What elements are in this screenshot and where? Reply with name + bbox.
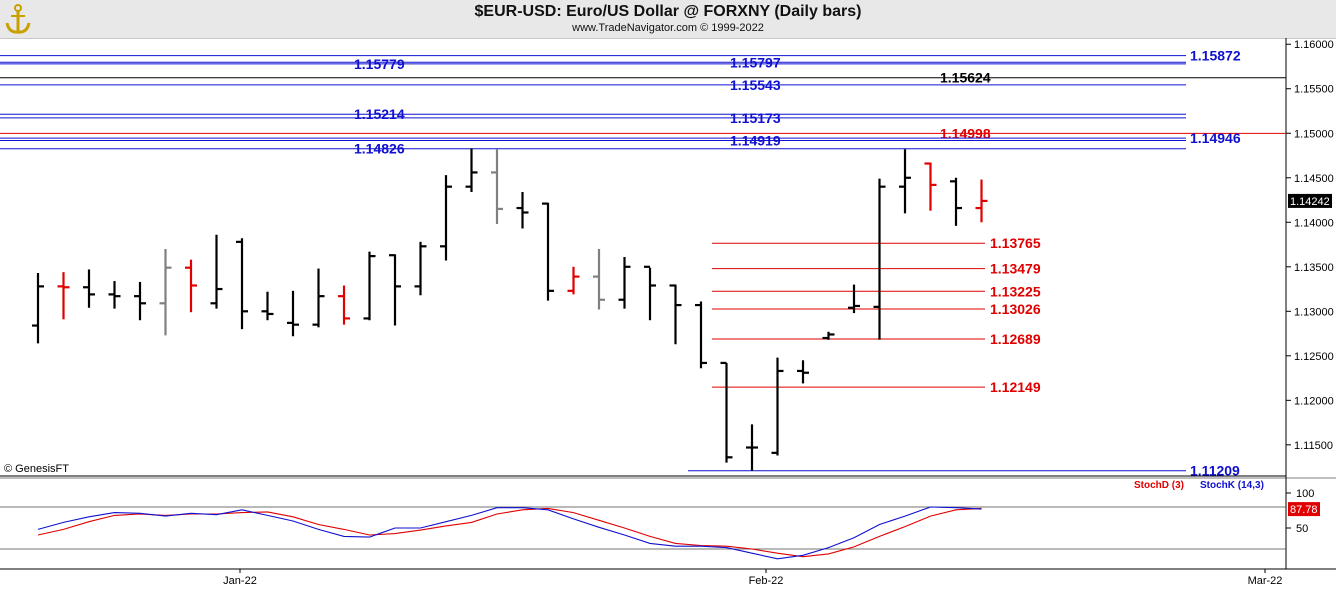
level-label-1.12689: 1.12689 <box>990 331 1041 347</box>
ohlc-bar <box>720 361 733 463</box>
ohlc-bar <box>567 266 580 295</box>
ohlc-bar <box>465 148 478 193</box>
ohlc-bar <box>57 272 70 320</box>
ohlc-bar <box>210 234 223 309</box>
level-label-1.15214: 1.15214 <box>354 106 405 122</box>
price-tick-label: 1.13000 <box>1294 306 1334 318</box>
ohlc-bar <box>312 268 325 328</box>
ohlc-bar <box>644 265 656 321</box>
watermark: © GenesisFT <box>4 463 69 475</box>
stoch-value-badge <box>1288 502 1320 517</box>
ohlc-bar <box>542 202 554 301</box>
level-lines: 1.15872 1.15797 1.15779 1.15624 1.15543 1.152… <box>0 48 1286 479</box>
ohlc-bar <box>185 259 197 313</box>
price-tick-label: 1.13500 <box>1294 262 1334 274</box>
stoch-tick-label: 100 <box>1296 488 1314 500</box>
chart-frame <box>0 38 1336 570</box>
ohlc-bar <box>287 290 299 337</box>
last-price-badge <box>1288 193 1332 208</box>
ohlc-bar <box>491 149 503 225</box>
price-tick-label: 1.14000 <box>1294 217 1334 229</box>
date-tick-label: Feb-22 <box>749 575 784 587</box>
ohlc-bar <box>389 254 401 326</box>
ohlc-bar <box>108 281 121 309</box>
ohlc-bar <box>924 162 937 211</box>
ohlc-bar <box>848 284 860 314</box>
chart-header: $EUR-USD: Euro/US Dollar @ FORXNY (Daily… <box>0 0 1336 39</box>
ohlc-bar <box>236 238 248 330</box>
legend-stoch-d: StochD (3) <box>1134 480 1184 491</box>
stoch-series-k <box>37 506 982 560</box>
ohlc-bar <box>822 331 835 340</box>
price-tick-label: 1.16000 <box>1294 39 1334 51</box>
ohlc-bar <box>669 284 682 345</box>
ohlc-bar <box>83 269 95 308</box>
price-bars <box>32 148 988 471</box>
ohlc-bar <box>516 192 529 229</box>
ohlc-bar <box>363 251 376 321</box>
price-tick-label: 1.12500 <box>1294 351 1334 363</box>
level-label-1.14946: 1.14946 <box>1190 130 1241 146</box>
axes: 1.16000 1.15500 1.15000 1.14500 1.14000 1.135… <box>223 39 1334 587</box>
ohlc-bar <box>261 291 274 321</box>
level-label-1.13479: 1.13479 <box>990 261 1041 277</box>
ohlc-bar <box>950 177 962 226</box>
ohlc-bar <box>771 357 784 456</box>
level-label-1.12149: 1.12149 <box>990 379 1041 395</box>
ohlc-bar <box>440 175 452 261</box>
stoch-value: 87.78 <box>1290 504 1318 516</box>
ohlc-bar <box>873 178 886 340</box>
level-label-1.11209: 1.11209 <box>1190 463 1240 479</box>
price-tick-label: 1.11500 <box>1294 440 1333 452</box>
ohlc-bar <box>695 301 707 369</box>
ohlc-bar <box>414 241 427 296</box>
ohlc-bar <box>797 360 809 384</box>
stoch-series-d <box>37 507 982 558</box>
level-label-1.13225: 1.13225 <box>990 283 1041 299</box>
legend-stoch-k: StochK (14,3) <box>1200 480 1264 491</box>
ohlc-bar <box>975 179 988 223</box>
level-label-1.13765: 1.13765 <box>990 235 1041 251</box>
price-tick-label: 1.15500 <box>1294 84 1334 96</box>
level-label-1.14919: 1.14919 <box>730 132 781 148</box>
level-label-1.15779: 1.15779 <box>354 56 405 72</box>
price-tick-label: 1.15000 <box>1294 128 1334 140</box>
level-label-1.15872: 1.15872 <box>1190 48 1241 64</box>
anchor-logo-icon <box>5 4 31 34</box>
level-label-1.15624: 1.15624 <box>940 70 991 86</box>
price-tick-label: 1.14500 <box>1294 173 1334 185</box>
ohlc-bar <box>746 424 758 471</box>
level-label-1.15543: 1.15543 <box>730 77 781 93</box>
ohlc-bar <box>593 248 605 310</box>
ohlc-bar <box>159 248 172 336</box>
level-label-1.15173: 1.15173 <box>730 110 781 126</box>
ohlc-bar <box>32 273 44 344</box>
ohlc-bar <box>338 285 350 325</box>
ohlc-bar <box>899 149 911 214</box>
price-tick-label: 1.12000 <box>1294 395 1334 407</box>
date-tick-label: Mar-22 <box>1248 575 1283 587</box>
chart-subtitle: www.TradeNavigator.com © 1999-2022 <box>572 22 764 34</box>
last-price-value: 1.14242 <box>1290 196 1330 208</box>
level-label-1.14826: 1.14826 <box>354 141 405 157</box>
ohlc-bar <box>618 257 631 309</box>
date-tick-label: Jan-22 <box>223 575 257 587</box>
chart-title: $EUR-USD: Euro/US Dollar @ FORXNY (Daily… <box>474 3 862 20</box>
ohlc-bar <box>134 281 146 321</box>
stoch-tick-label: 50 <box>1296 523 1308 535</box>
level-label-1.13026: 1.13026 <box>990 301 1041 317</box>
stochastic-panel: StochD (3) StochK (14,3) <box>0 480 1286 560</box>
level-label-1.15797: 1.15797 <box>730 54 781 70</box>
level-label-1.14998: 1.14998 <box>940 125 991 141</box>
